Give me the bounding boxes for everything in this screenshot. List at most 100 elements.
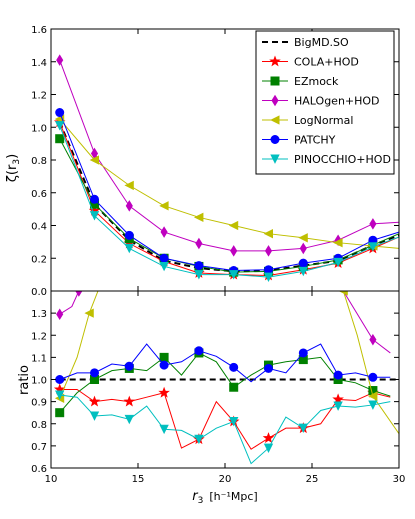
bottom-y-tick-label: 1.1 (31, 353, 47, 364)
ratio-point-lognormal (84, 308, 94, 318)
top-y-tick-label: 1.6 (31, 25, 47, 36)
ratio-point-patchy (124, 361, 134, 371)
top-point-pinocchio-hod (263, 272, 274, 282)
top-point-halogen-hod (299, 242, 307, 255)
ratio-point-halogen-hod (75, 291, 83, 297)
x-tick-label: 25 (306, 474, 319, 485)
top-point-halogen-hod (195, 237, 203, 250)
top-point-pinocchio-hod (159, 261, 169, 272)
top-point-lognormal (298, 233, 308, 243)
ratio-point-ezmock (159, 352, 169, 362)
ratio-line-halogen-hod (59, 291, 391, 354)
x-axis: 10 15 20 25 30 (45, 29, 406, 485)
top-y-axis-label: ζ(r3) (5, 154, 22, 182)
legend-marker-pinocchio-hod (270, 154, 280, 164)
bottom-y-tick-label: 1.2 (31, 331, 47, 342)
legend-marker-ezmock (270, 76, 280, 86)
ratio-point-ezmock (55, 408, 65, 418)
ratio-point-patchy (159, 360, 169, 370)
ratio-line-lognormal (59, 291, 399, 434)
legend-marker-halogen-hod (271, 94, 279, 107)
ratio-point-patchy (263, 363, 273, 373)
top-point-halogen-hod (160, 226, 168, 238)
top-y-tick-label: 1.0 (31, 123, 47, 134)
top-line-bigmd-so (58, 121, 399, 273)
top-y-tick-label: 0.0 (31, 287, 47, 298)
ratio-point-halogen-hod (369, 333, 377, 346)
ratio-point-patchy (333, 370, 343, 380)
legend-label-lognormal: LogNormal (294, 114, 353, 127)
top-point-lognormal (228, 220, 239, 231)
legend-label-ezmock: EZmock (294, 75, 339, 88)
ratio-line-pinocchio-hod (59, 394, 391, 465)
legend-marker-patchy (270, 135, 280, 145)
top-point-halogen-hod (125, 200, 133, 212)
legend-label-pinocchio-hod: PINOCCHIO+HOD (294, 153, 391, 166)
legend-frame (255, 30, 395, 175)
top-point-halogen-hod (369, 218, 377, 230)
top-point-pinocchio-hod (298, 266, 308, 277)
bottom-y-tick-label: 0.6 (31, 464, 47, 475)
bottom-y-axis: 0.6 0.7 0.8 0.9 1.0 1.1 1.2 1.3 (31, 309, 399, 475)
top-y-tick-label: 0.2 (31, 254, 47, 265)
ratio-point-pinocchio-hod (159, 424, 169, 435)
legend-label-cola-hod: COLA+HOD (294, 56, 359, 69)
top-point-pinocchio-hod (89, 211, 100, 221)
top-point-patchy (90, 194, 100, 204)
top-y-tick-label: 0.6 (31, 189, 47, 200)
ratio-point-cola-hod (88, 395, 101, 407)
top-point-pinocchio-hod (229, 270, 239, 280)
bottom-y-tick-label: 0.8 (31, 420, 47, 431)
top-point-halogen-hod (264, 245, 273, 257)
top-point-pinocchio-hod (194, 270, 204, 280)
ratio-point-pinocchio-hod (229, 417, 239, 427)
x-tick-label: 30 (393, 474, 406, 485)
ratio-point-patchy (194, 346, 204, 356)
ratio-point-cola-hod (262, 432, 275, 444)
bottom-y-tick-label: 0.7 (31, 442, 47, 453)
top-y-tick-label: 0.8 (31, 156, 47, 167)
bottom-series-group (53, 291, 399, 465)
ratio-point-pinocchio-hod (333, 401, 343, 411)
ratio-point-lognormal (368, 391, 378, 401)
ratio-point-cola-hod (123, 395, 136, 407)
ratio-point-patchy (90, 368, 100, 378)
top-panel: 0.0 0.2 0.4 0.6 0.8 1.0 1.2 1.4 1.6 ζ(r3) (5, 25, 400, 298)
top-point-lognormal (159, 201, 169, 211)
bottom-y-tick-label: 1.0 (31, 376, 47, 387)
top-point-lognormal (194, 212, 204, 222)
top-y-tick-label: 1.2 (31, 91, 47, 102)
top-point-ezmock (55, 134, 65, 144)
top-point-patchy (194, 261, 204, 271)
x-tick-label: 10 (45, 474, 58, 485)
x-tick-label: 20 (219, 474, 232, 485)
bottom-y-tick-label: 1.3 (31, 309, 47, 320)
ratio-point-patchy (298, 348, 308, 358)
ratio-point-pinocchio-hod (124, 414, 134, 425)
top-point-lognormal (333, 238, 343, 248)
x-axis-label: r3 [h⁻¹Mpc] (192, 489, 257, 506)
ratio-point-halogen-hod (56, 308, 64, 321)
legend: BigMD.SO COLA+HOD EZmock HALOgen+HOD LogNorm… (255, 30, 395, 175)
ratio-point-pinocchio-hod (89, 411, 100, 421)
top-point-lognormal (124, 180, 134, 191)
ratio-point-pinocchio-hod (55, 390, 65, 400)
legend-label-patchy: PATCHY (294, 134, 336, 147)
ratio-point-pinocchio-hod (194, 434, 204, 445)
top-y-tick-label: 0.4 (31, 222, 47, 233)
ratio-point-pinocchio-hod (298, 423, 308, 434)
ratio-point-patchy (55, 374, 65, 384)
top-point-lognormal (89, 155, 99, 165)
top-point-pinocchio-hod (124, 243, 134, 254)
top-point-pinocchio-hod (368, 242, 378, 252)
bottom-y-axis-label: ratio (17, 365, 32, 395)
ratio-point-lognormal (338, 291, 348, 296)
ratio-point-cola-hod (158, 386, 170, 398)
top-point-patchy (55, 108, 65, 118)
top-y-tick-label: 1.4 (31, 58, 47, 69)
ratio-point-pinocchio-hod (368, 400, 378, 410)
top-point-patchy (124, 230, 134, 240)
legend-label-halogen-hod: HALOgen+HOD (294, 95, 380, 108)
legend-label-bigmd-so: BigMD.SO (294, 36, 349, 49)
